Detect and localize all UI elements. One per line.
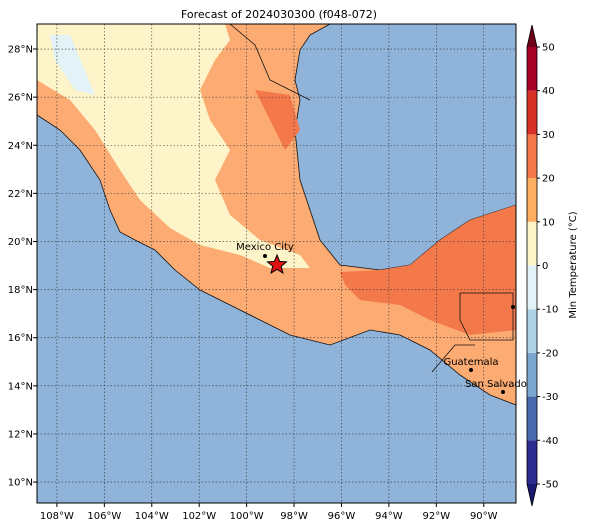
colorbar-tick-label: 50 (542, 43, 555, 54)
lon-tick-label: 96°W (328, 511, 356, 522)
colorbar-segment (527, 134, 537, 179)
city-label: Guatemala (443, 357, 498, 368)
colorbar-tick-label: 0 (542, 261, 548, 272)
lat-tick-label: 16°N (8, 333, 33, 344)
colorbar-segment (527, 396, 537, 441)
colorbar-segment (527, 47, 537, 91)
forecast-point (266, 253, 288, 275)
colorbar: -50 -40 -30 -20 -10 0 10 20 30 40 50 (526, 24, 558, 507)
colorbar-tick-label: -10 (542, 305, 558, 316)
colorbar-tick-label: 30 (542, 130, 555, 141)
colorbar-extend (527, 25, 537, 47)
city-dot (501, 390, 505, 394)
colorbar-segment (527, 309, 537, 353)
colorbar-label: Min Temperature (°C) (568, 211, 579, 318)
colorbar-segment (527, 440, 537, 484)
lon-tick-label: 94°W (375, 511, 403, 522)
map-frame (36, 23, 517, 504)
colorbar-tick-label: 10 (542, 217, 555, 228)
city-dot (263, 254, 267, 258)
lat-tick-label: 20°N (8, 237, 33, 248)
cold-zone (50, 35, 95, 95)
colorbar-tick-label: -20 (542, 348, 558, 359)
lon-tick-label: 90°W (470, 511, 498, 522)
city-dot (469, 368, 473, 372)
lat-tick-label: 26°N (8, 93, 33, 104)
map: Mexico City Guatemala San Salvador (36, 23, 532, 504)
lat-tick-label: 14°N (8, 381, 33, 392)
border (459, 292, 514, 341)
lon-tick-label: 102°W (182, 511, 216, 522)
lat-tick-label: 12°N (8, 429, 33, 440)
lat-tick-label: 28°N (8, 45, 33, 56)
colorbar-tick-label: 40 (542, 86, 555, 97)
lon-tick-label: 92°W (423, 511, 451, 522)
colorbar-tick-label: -50 (542, 480, 558, 491)
city-label: San Salvador (465, 379, 532, 390)
colorbar-segment (527, 352, 537, 397)
colorbar-segment (527, 221, 537, 266)
border (431, 344, 475, 373)
title: Forecast of 2024030300 (f048-072) (181, 8, 377, 21)
lon-tick-label: 104°W (135, 511, 169, 522)
warm-zone (255, 90, 300, 150)
colorbar-tick-label: -30 (542, 392, 558, 403)
colorbar-tick-label: 20 (542, 174, 555, 185)
warm-zone (340, 205, 516, 335)
lat-tick-label: 10°N (8, 478, 33, 489)
colorbar-segment (527, 178, 537, 222)
colorbar-segment (527, 90, 537, 135)
cool-zone (37, 24, 310, 268)
lon-tick-label: 100°W (230, 511, 264, 522)
lat-tick-label: 22°N (8, 189, 33, 200)
lon-tick-label: 108°W (40, 511, 74, 522)
colorbar-extend (527, 484, 537, 506)
city-dot (511, 305, 515, 309)
colorbar-segment (527, 265, 537, 310)
lat-tick-label: 24°N (8, 141, 33, 152)
lon-tick-label: 98°W (280, 511, 308, 522)
lon-tick-label: 106°W (87, 511, 121, 522)
colorbar-tick-label: -40 (542, 436, 558, 447)
city-label: Mexico City (236, 242, 294, 253)
lat-tick-label: 18°N (8, 285, 33, 296)
